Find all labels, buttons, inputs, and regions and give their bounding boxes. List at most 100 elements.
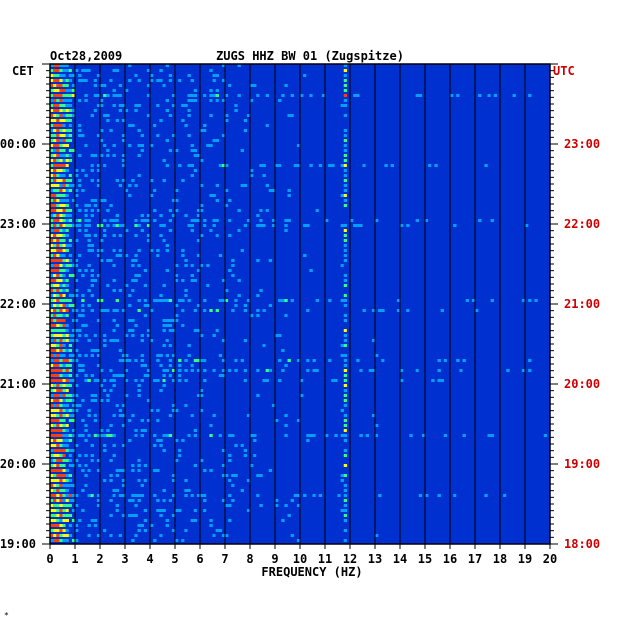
heatmap-cell [212, 424, 216, 427]
heatmap-cell [318, 149, 323, 152]
heatmap-cell [296, 164, 301, 167]
heatmap-cell [81, 464, 85, 467]
heatmap-cell [115, 274, 119, 277]
heatmap-cell [75, 504, 79, 507]
heatmap-cell [62, 324, 66, 327]
heatmap-cell [328, 299, 332, 302]
heatmap-cell [284, 434, 288, 437]
heatmap-cell [453, 224, 457, 227]
heatmap-cell [262, 439, 266, 442]
heatmap-cell [443, 509, 448, 512]
heatmap-cell [456, 159, 460, 162]
heatmap-cell [68, 324, 73, 327]
heatmap-cell [337, 249, 341, 252]
heatmap-cell [534, 94, 538, 97]
heatmap-cell [453, 459, 457, 462]
heatmap-cell [171, 94, 176, 97]
heatmap-cell [343, 259, 348, 262]
heatmap-cell [371, 144, 376, 147]
heatmap-cell [390, 174, 394, 177]
heatmap-cell [75, 374, 79, 377]
heatmap-cell [78, 369, 82, 372]
heatmap-cell [125, 434, 129, 437]
heatmap-cell [71, 329, 76, 332]
heatmap-cell [250, 279, 254, 282]
heatmap-cell [321, 224, 326, 227]
heatmap-cell [221, 294, 226, 297]
heatmap-cell [53, 379, 57, 382]
heatmap-cell [162, 344, 166, 347]
heatmap-cell [68, 439, 73, 442]
heatmap-cell [284, 299, 288, 302]
heatmap-cell [131, 494, 135, 497]
heatmap-cell [337, 109, 341, 112]
heatmap-cell [184, 529, 188, 532]
heatmap-cell [359, 414, 363, 417]
heatmap-cell [315, 269, 319, 272]
heatmap-cell [218, 444, 223, 447]
heatmap-cell [340, 344, 344, 347]
heatmap-cell [59, 499, 63, 502]
heatmap-cell [193, 519, 198, 522]
heatmap-cell [50, 144, 54, 147]
heatmap-cell [540, 384, 544, 387]
heatmap-cell [231, 404, 235, 407]
heatmap-cell [350, 334, 354, 337]
heatmap-cell [215, 369, 219, 372]
heatmap-cell [106, 194, 110, 197]
heatmap-cell [137, 394, 141, 397]
heatmap-cell [296, 174, 301, 177]
heatmap-cell [428, 99, 432, 102]
right-time-label: 21:00 [564, 297, 600, 311]
heatmap-cell [262, 179, 266, 182]
heatmap-cell [131, 179, 135, 182]
heatmap-cell [293, 474, 298, 477]
heatmap-cell [221, 464, 226, 467]
heatmap-cell [121, 314, 126, 317]
heatmap-cell [181, 374, 185, 377]
heatmap-cell [546, 274, 551, 277]
heatmap-cell [171, 214, 176, 217]
heatmap-cell [103, 84, 107, 87]
heatmap-cell [62, 484, 66, 487]
heatmap-cell [481, 149, 485, 152]
heatmap-cell [306, 279, 310, 282]
heatmap-cell [221, 339, 226, 342]
heatmap-cell [271, 404, 276, 407]
heatmap-cell [221, 79, 226, 82]
heatmap-cell [56, 169, 60, 172]
heatmap-cell [193, 94, 198, 97]
heatmap-cell [146, 244, 151, 247]
heatmap-cell [137, 379, 141, 382]
heatmap-cell [178, 354, 182, 357]
heatmap-cell [353, 404, 357, 407]
heatmap-cell [56, 404, 60, 407]
heatmap-cell [134, 289, 138, 292]
heatmap-cell [100, 299, 104, 302]
heatmap-cell [471, 534, 476, 537]
heatmap-cell [87, 84, 91, 87]
heatmap-cell [131, 229, 135, 232]
heatmap-cell [50, 274, 54, 277]
heatmap-cell [71, 249, 76, 252]
heatmap-cell [93, 234, 98, 237]
heatmap-cell [206, 359, 210, 362]
heatmap-cell [53, 199, 57, 202]
heatmap-cell [325, 344, 329, 347]
heatmap-cell [50, 134, 54, 137]
heatmap-cell [343, 374, 348, 377]
heatmap-cell [162, 369, 166, 372]
heatmap-cell [156, 309, 160, 312]
heatmap-cell [81, 449, 85, 452]
heatmap-cell [181, 439, 185, 442]
heatmap-cell [412, 304, 416, 307]
heatmap-cell [75, 334, 79, 337]
heatmap-cell [68, 224, 73, 227]
heatmap-cell [428, 74, 432, 77]
heatmap-cell [209, 109, 213, 112]
heatmap-cell [178, 509, 182, 512]
heatmap-cell [53, 424, 57, 427]
heatmap-cell [50, 119, 54, 122]
heatmap-cell [331, 324, 335, 327]
heatmap-cell [468, 434, 473, 437]
